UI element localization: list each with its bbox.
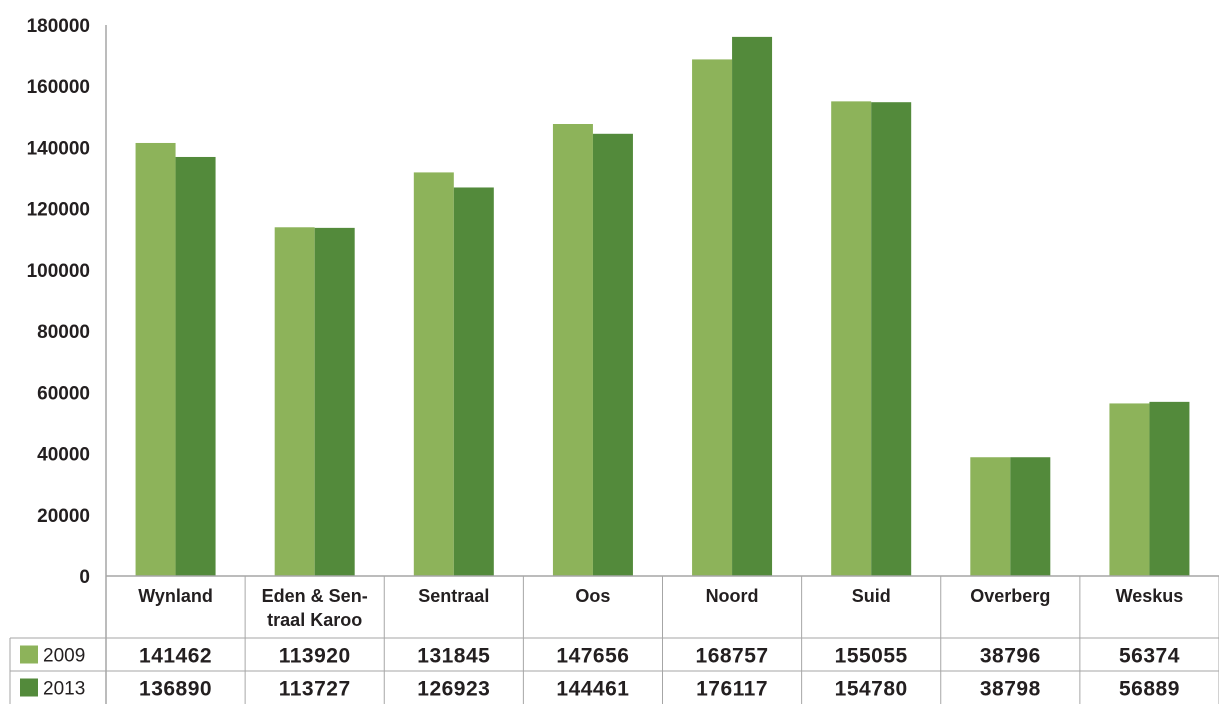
- category-label: traal Karoo: [267, 610, 362, 630]
- category-labels: Wynland Eden & Sen-traal Karoo Sentraal Oos…: [138, 586, 1183, 630]
- y-tick-label: 40000: [37, 445, 90, 466]
- category-label: Overberg: [970, 586, 1050, 606]
- bar-2013-3: [453, 187, 494, 576]
- axes-layer: [9, 25, 1219, 704]
- table-value-2013: 144461: [556, 678, 629, 701]
- legend-label-2009: 2009: [43, 646, 85, 667]
- y-tick-label: 140000: [27, 138, 90, 159]
- table-value-2009: 113920: [279, 645, 351, 668]
- bar-2009-5: [692, 59, 733, 576]
- table-value-2009: 147656: [556, 645, 629, 668]
- category-label: Weskus: [1116, 586, 1184, 606]
- table-value-2013: 176117: [696, 678, 768, 701]
- bar-2013-2: [314, 227, 355, 576]
- table-value-2009: 38796: [980, 645, 1041, 668]
- y-tick-label: 160000: [27, 77, 90, 98]
- category-label: Eden & Sen-: [262, 586, 368, 606]
- y-tick-label: 60000: [37, 383, 90, 404]
- bar-2009-8: [1109, 403, 1150, 576]
- y-tick-label: 80000: [37, 322, 90, 343]
- table-value-2013: 113727: [279, 678, 351, 701]
- category-label: Wynland: [138, 586, 213, 606]
- bar-2013-7: [1010, 457, 1051, 576]
- y-tick-label: 120000: [27, 200, 90, 221]
- legend-label-2013: 2013: [43, 679, 85, 700]
- bar-2013-8: [1149, 401, 1190, 576]
- y-tick-label: 20000: [37, 506, 90, 527]
- table-value-2013: 154780: [835, 678, 908, 701]
- y-tick-label: 100000: [27, 261, 90, 282]
- bar-2013-6: [871, 102, 912, 576]
- bar-2009-3: [413, 172, 454, 576]
- category-label: Oos: [575, 586, 610, 606]
- table-value-2009: 168757: [696, 645, 769, 668]
- category-label: Sentraal: [418, 586, 489, 606]
- data-table: 2009 141462 113920 131845 147656 168757 155055…: [20, 645, 1180, 701]
- bar-2009-4: [552, 124, 593, 576]
- legend-swatch-2013: [20, 678, 38, 697]
- category-label: Suid: [852, 586, 891, 606]
- bar-2013-5: [732, 36, 773, 577]
- table-value-2009: 141462: [139, 645, 212, 668]
- table-value-2013: 56889: [1119, 678, 1180, 701]
- bars-layer: [135, 36, 1190, 577]
- bar-2013-1: [175, 156, 216, 577]
- bar-2013-4: [592, 133, 633, 577]
- category-label: Noord: [706, 586, 759, 606]
- table-value-2013: 136890: [139, 678, 212, 701]
- bar-2009-7: [970, 457, 1011, 576]
- table-value-2013: 126923: [417, 678, 490, 701]
- table-value-2009: 131845: [417, 645, 490, 668]
- y-tick-label: 180000: [27, 16, 90, 37]
- y-tick-labels: 0 20000 40000 60000 80000 100000 120000 140000 1…: [27, 16, 90, 588]
- legend-swatch-2009: [20, 645, 38, 664]
- table-value-2013: 38798: [980, 678, 1041, 701]
- table-value-2009: 155055: [835, 645, 908, 668]
- table-value-2009: 56374: [1119, 645, 1180, 668]
- bar-2009-2: [274, 227, 315, 576]
- y-tick-label: 0: [79, 567, 90, 588]
- bar-2009-1: [135, 142, 176, 576]
- bar-2009-6: [831, 101, 872, 577]
